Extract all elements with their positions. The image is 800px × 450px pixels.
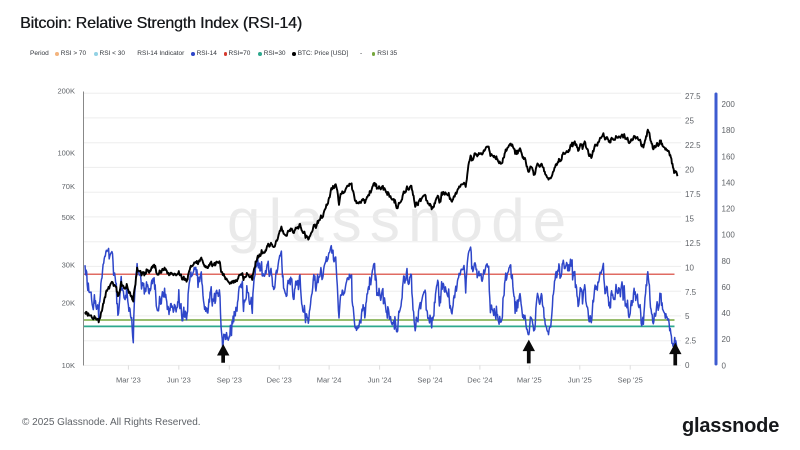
svg-text:10: 10 [685, 263, 694, 272]
svg-text:Sep '25: Sep '25 [618, 376, 643, 385]
svg-text:2.5: 2.5 [685, 337, 697, 346]
svg-text:20: 20 [685, 166, 694, 175]
svg-text:Dec '23: Dec '23 [267, 376, 292, 385]
svg-text:Jun '24: Jun '24 [368, 376, 392, 385]
svg-text:60: 60 [722, 283, 731, 292]
svg-text:27.5: 27.5 [685, 92, 701, 101]
svg-text:200: 200 [722, 100, 736, 109]
svg-text:Mar '24: Mar '24 [317, 376, 342, 385]
svg-text:7.5: 7.5 [685, 288, 697, 297]
svg-text:15: 15 [685, 214, 694, 223]
svg-text:Jun '23: Jun '23 [167, 376, 191, 385]
svg-text:120: 120 [722, 205, 736, 214]
svg-text:0: 0 [685, 361, 690, 370]
svg-text:200K: 200K [57, 87, 75, 96]
svg-text:20K: 20K [62, 298, 75, 307]
svg-text:Sep '23: Sep '23 [217, 376, 242, 385]
svg-text:50K: 50K [62, 213, 75, 222]
svg-text:22.5: 22.5 [685, 141, 701, 150]
svg-text:100: 100 [722, 231, 736, 240]
svg-text:140: 140 [722, 179, 736, 188]
svg-text:20: 20 [722, 335, 731, 344]
svg-text:glassnode: glassnode [227, 187, 574, 254]
svg-text:80: 80 [722, 257, 731, 266]
svg-text:Jun '25: Jun '25 [568, 376, 592, 385]
svg-text:25: 25 [685, 117, 694, 126]
svg-text:160: 160 [722, 152, 736, 161]
svg-text:Mar '23: Mar '23 [116, 376, 141, 385]
svg-text:40: 40 [722, 309, 731, 318]
svg-text:5: 5 [685, 312, 690, 321]
svg-text:0: 0 [722, 361, 727, 370]
svg-text:Sep '24: Sep '24 [417, 376, 442, 385]
svg-text:Mar '25: Mar '25 [517, 376, 542, 385]
svg-text:10K: 10K [62, 361, 75, 370]
svg-text:12.5: 12.5 [685, 239, 701, 248]
svg-text:180: 180 [722, 126, 736, 135]
svg-text:70K: 70K [62, 182, 75, 191]
svg-text:17.5: 17.5 [685, 190, 701, 199]
svg-text:100K: 100K [57, 149, 75, 158]
svg-text:30K: 30K [62, 261, 75, 270]
svg-text:Dec '24: Dec '24 [467, 376, 492, 385]
